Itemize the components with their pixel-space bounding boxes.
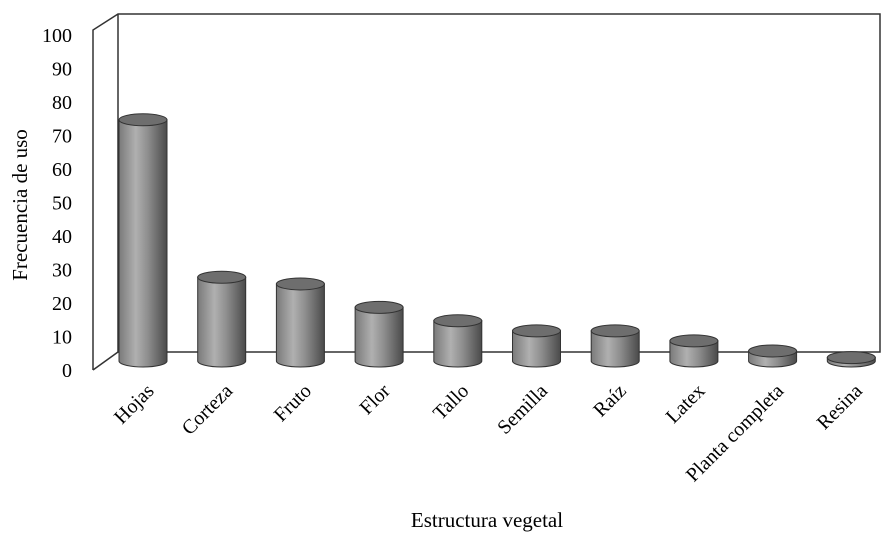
- y-tick-label: 70: [52, 126, 72, 148]
- y-tick-label: 40: [52, 226, 72, 248]
- bar-top: [748, 344, 798, 358]
- bar: [669, 334, 719, 368]
- x-tick-label: Corteza: [178, 380, 238, 440]
- x-tick-label: Raíz: [589, 380, 631, 422]
- bar-body: [118, 119, 168, 368]
- bar-body: [197, 276, 247, 368]
- y-tick-label: 30: [52, 260, 72, 282]
- y-tick-label: 50: [52, 193, 72, 215]
- x-tick-label: Tallo: [429, 380, 473, 424]
- y-tick-label: 80: [52, 92, 72, 114]
- bar: [433, 314, 483, 368]
- bar: [748, 344, 798, 368]
- bar-top: [433, 314, 483, 328]
- bar-body: [590, 330, 640, 368]
- bar-top: [590, 324, 640, 338]
- bar-top: [826, 351, 876, 365]
- x-axis-labels: Hojas Corteza Fruto Flor Tallo Semilla Raíz Lat…: [110, 380, 867, 487]
- x-tick-label: Resina: [813, 380, 867, 434]
- bar: [118, 113, 168, 368]
- y-tick-label: 60: [52, 159, 72, 181]
- bar-top: [197, 270, 247, 284]
- x-tick-label: Latex: [662, 380, 710, 428]
- x-tick-label: Flor: [356, 380, 395, 419]
- y-tick-label: 20: [52, 293, 72, 315]
- bar-top: [512, 324, 561, 338]
- bar: [197, 270, 247, 368]
- y-tick-label: 0: [62, 360, 72, 382]
- bar-top: [275, 277, 325, 291]
- bar-top: [669, 334, 719, 348]
- bar: [275, 277, 325, 368]
- bar-body: [354, 306, 404, 368]
- bar: [590, 324, 640, 368]
- bar-body: [275, 283, 325, 368]
- bars-group: [118, 113, 876, 368]
- bar: [354, 300, 404, 368]
- bar: [826, 351, 876, 368]
- y-axis-title: Frecuencia de uso: [8, 129, 32, 281]
- bar-top: [118, 113, 168, 127]
- x-tick-label: Semilla: [493, 380, 552, 439]
- y-axis-ticks: 0 10 20 30 40 50 60 70 80 90 100: [42, 25, 72, 382]
- x-axis-title: Estructura vegetal: [411, 508, 563, 532]
- y-tick-label: 10: [52, 327, 72, 349]
- x-tick-label: Hojas: [110, 380, 159, 429]
- y-tick-label: 90: [52, 59, 72, 81]
- y-tick-label: 100: [42, 25, 72, 47]
- x-tick-label: Fruto: [270, 380, 316, 426]
- bar-body: [669, 340, 719, 368]
- floor-front-edge: [92, 351, 119, 371]
- bar: [512, 324, 561, 368]
- bar-body: [512, 330, 561, 368]
- bar-body: [433, 320, 483, 368]
- bar-top: [354, 300, 404, 314]
